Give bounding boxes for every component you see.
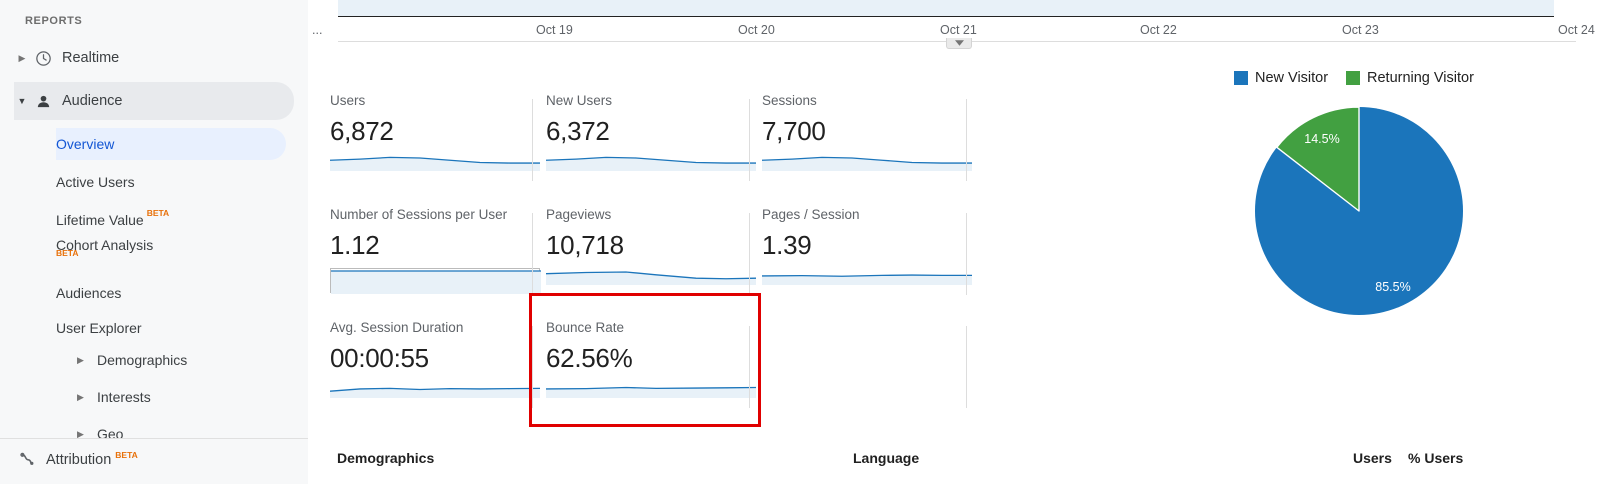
svg-text:14.5%: 14.5% bbox=[1304, 132, 1339, 146]
svg-text:85.5%: 85.5% bbox=[1375, 280, 1410, 294]
